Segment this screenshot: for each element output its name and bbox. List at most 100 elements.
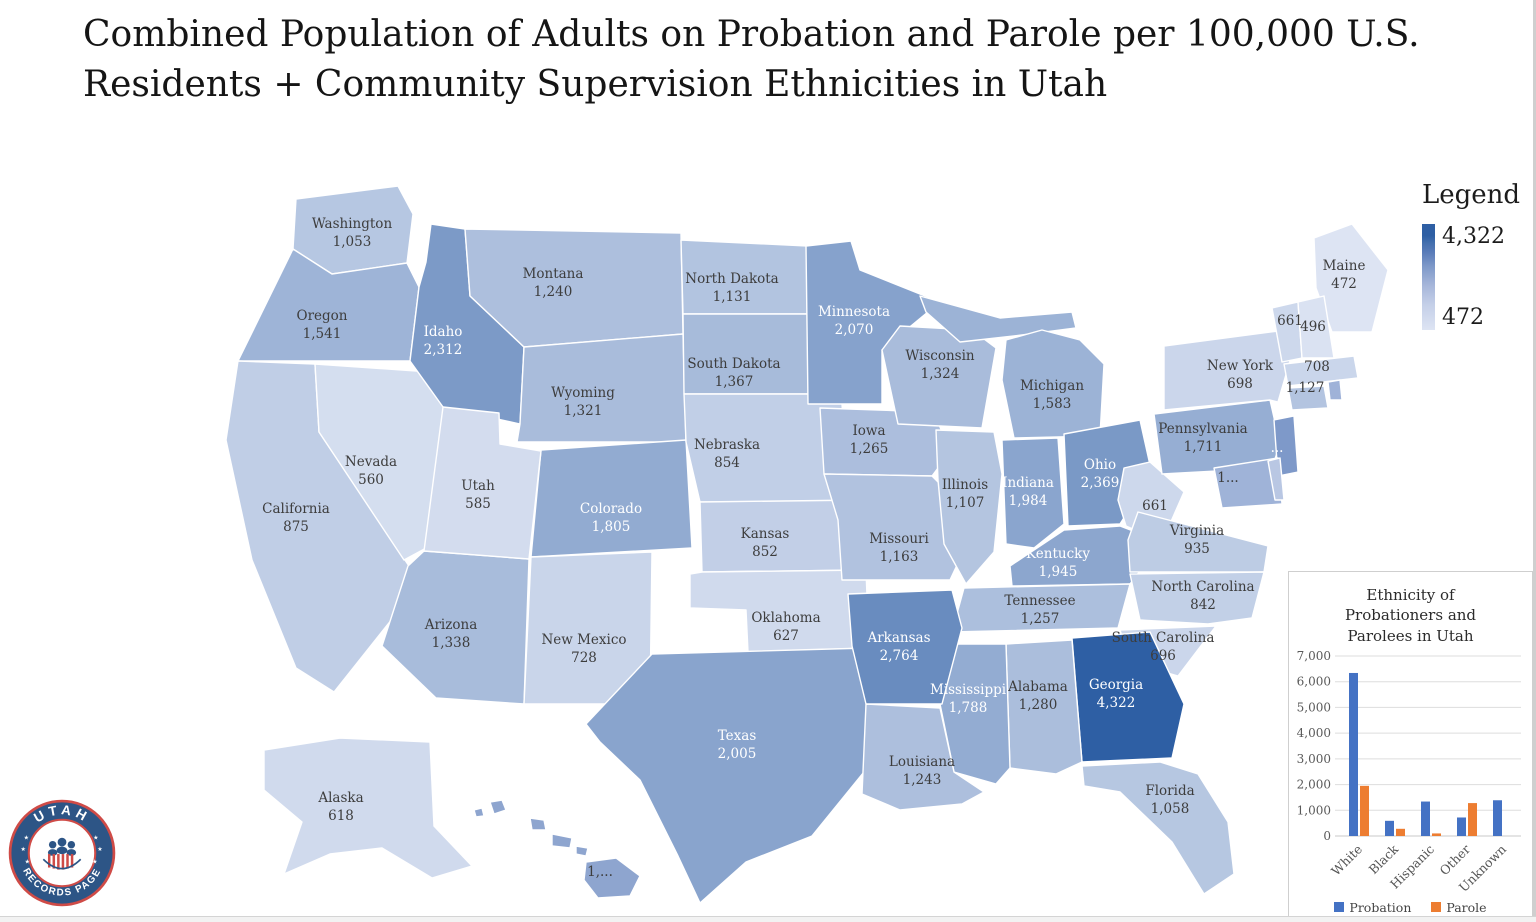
inset-chart-title: Ethnicity of Probationers and Parolees i…	[1344, 586, 1477, 645]
state-label-nc: North Carolina 842	[1151, 579, 1254, 613]
state-label-sc: South Carolina 696	[1112, 630, 1215, 664]
state-co[interactable]	[530, 439, 693, 558]
state-hi-part[interactable]	[575, 845, 589, 857]
bar-parole-black	[1396, 828, 1405, 836]
parole-label: Parole	[1446, 899, 1487, 915]
state-ma[interactable]	[1283, 355, 1359, 387]
state-hi[interactable]	[583, 857, 641, 899]
state-md[interactable]	[1213, 457, 1283, 509]
state-label-co: Colorado 1,805	[580, 501, 642, 535]
state-label-ky: Kentucky 1,945	[1026, 546, 1090, 580]
state-label-md: 1...	[1217, 470, 1238, 486]
state-label-or: Oregon 1,541	[297, 308, 348, 342]
state-label-hi: 1,...	[587, 864, 613, 880]
state-label-nv: Nevada 560	[345, 454, 397, 488]
y-tick-label: 2,000	[1297, 777, 1331, 791]
state-label-wi: Wisconsin 1,324	[905, 348, 975, 382]
probation-label: Probation	[1349, 899, 1412, 915]
x-category-label: White	[1328, 841, 1365, 878]
state-label-il: Illinois 1,107	[942, 477, 988, 511]
legend-item-probation: Probation	[1334, 900, 1411, 915]
state-hi-part[interactable]	[529, 817, 547, 831]
state-label-nh: 496	[1300, 319, 1326, 335]
window-right-edge	[1533, 0, 1536, 922]
state-in[interactable]	[1001, 437, 1065, 549]
state-label-oh: Ohio 2,369	[1081, 457, 1120, 491]
svg-text:★: ★	[24, 835, 30, 842]
state-label-la: Louisiana 1,243	[889, 754, 955, 788]
state-label-ca: California 875	[262, 501, 330, 535]
state-wy[interactable]	[516, 333, 687, 443]
bar-probation-hispanic	[1421, 801, 1430, 836]
y-tick-label: 5,000	[1297, 700, 1331, 714]
state-label-ga: Georgia 4,322	[1089, 677, 1143, 711]
state-label-pa: Pennsylvania 1,711	[1158, 421, 1247, 455]
color-legend: Legend 4,322 472	[1422, 180, 1532, 330]
state-label-tn: Tennessee 1,257	[1004, 593, 1075, 627]
state-de[interactable]	[1267, 457, 1285, 501]
bar-probation-unknown	[1493, 800, 1502, 836]
logo-people-emblem	[42, 837, 82, 870]
svg-text:★: ★	[20, 846, 26, 853]
inset-chart-plot: 0 1,000 2,000 3,000 4,000 5,000 6,000 7,000 Whit…	[1297, 649, 1521, 895]
state-hi-part[interactable]	[551, 833, 573, 849]
window-bottom-edge	[0, 916, 1536, 922]
state-label-ne: Nebraska 854	[694, 437, 760, 471]
page-title: Combined Population of Adults on Probati…	[0, 10, 1536, 109]
state-hi-part[interactable]	[473, 807, 485, 818]
state-label-al: Alabama 1,280	[1007, 679, 1068, 713]
legend-item-parole: Parole	[1431, 899, 1487, 915]
svg-text:★: ★	[92, 858, 98, 865]
state-me[interactable]	[1313, 223, 1389, 333]
state-label-az: Arizona 1,338	[424, 617, 478, 651]
y-tick-label: 0	[1323, 829, 1331, 843]
legend-max-value: 4,322	[1442, 224, 1505, 249]
utah-records-page-logo: UTAH RECORDS PAGE ★★★ ★★★	[8, 799, 116, 907]
state-il[interactable]	[935, 429, 1003, 585]
state-hi-part[interactable]	[489, 799, 507, 815]
bar-probation-other	[1457, 817, 1466, 836]
y-tick-label: 4,000	[1297, 726, 1331, 740]
state-mi[interactable]	[1001, 329, 1105, 439]
logo-laurel	[42, 858, 82, 870]
state-label-id: Idaho 2,312	[424, 324, 463, 358]
logo-stars: ★ ★ ★ ★ ★ ★	[20, 835, 102, 866]
state-label-mi: Michigan 1,583	[1020, 378, 1084, 412]
state-ar[interactable]	[847, 589, 963, 705]
state-la[interactable]	[861, 703, 985, 811]
svg-text:★: ★	[25, 858, 31, 865]
y-tick-label: 1,000	[1297, 803, 1331, 817]
bar-parole-hispanic	[1432, 833, 1441, 836]
state-label-me: Maine 472	[1323, 258, 1366, 292]
state-fl[interactable]	[1081, 761, 1235, 895]
state-va[interactable]	[1127, 511, 1269, 573]
state-ct[interactable]	[1287, 385, 1329, 411]
inset-bar-chart-panel: Ethnicity of Probationers and Parolees i…	[1288, 571, 1533, 919]
state-ri[interactable]	[1327, 379, 1343, 401]
state-label-mo: Missouri 1,163	[869, 531, 929, 565]
state-label-ma: 708	[1304, 359, 1330, 375]
state-label-sd: South Dakota 1,367	[687, 356, 780, 390]
svg-text:★: ★	[93, 835, 99, 842]
state-wi[interactable]	[881, 325, 997, 429]
state-tx[interactable]	[585, 647, 885, 904]
state-ok[interactable]	[689, 569, 870, 653]
legend-min-value: 472	[1442, 305, 1484, 330]
state-label-tx: Texas 2,005	[718, 728, 757, 762]
state-nc[interactable]	[1129, 571, 1265, 625]
logo-stripes	[47, 854, 74, 870]
parole-swatch	[1431, 901, 1442, 912]
state-ak[interactable]	[263, 737, 473, 879]
bar-probation-black	[1385, 820, 1394, 836]
inset-chart-legend: Probation Parole	[1334, 899, 1487, 915]
state-label-vt: 661	[1277, 313, 1303, 329]
state-label-ak: Alaska 618	[317, 790, 363, 824]
state-label-ok: Oklahoma 627	[751, 610, 820, 644]
y-tick-label: 7,000	[1297, 649, 1331, 663]
state-label-in: Indiana 1,984	[1002, 475, 1054, 509]
state-ut[interactable]	[423, 406, 542, 560]
legend-gradient-bar	[1422, 224, 1435, 330]
state-label-ut: Utah 585	[461, 478, 495, 512]
